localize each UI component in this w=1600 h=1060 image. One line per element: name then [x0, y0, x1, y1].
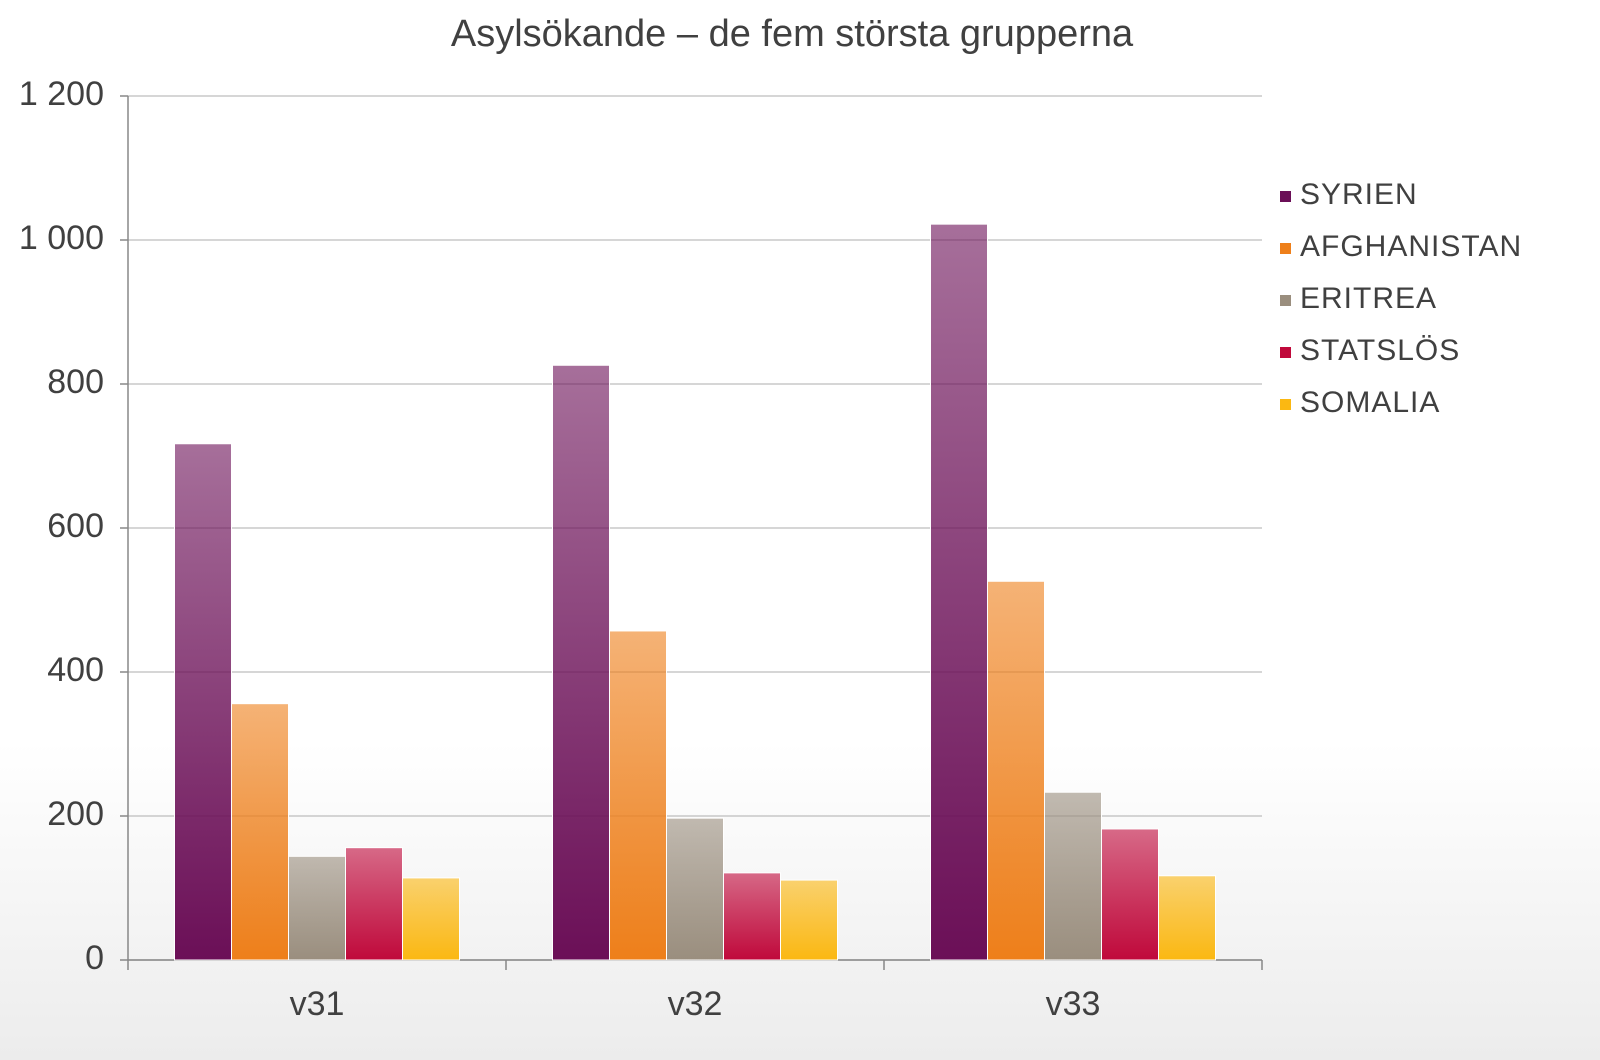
legend-swatch	[1280, 399, 1291, 410]
y-tick-label: 0	[85, 939, 104, 977]
legend-label: SYRIEN	[1300, 178, 1418, 211]
bar	[609, 630, 667, 961]
legend-swatch	[1280, 243, 1291, 254]
x-tick-label: v32	[668, 985, 723, 1023]
bar	[345, 847, 403, 961]
y-tick-label: 600	[47, 507, 104, 545]
legend-label: ERITREA	[1300, 282, 1437, 315]
bar	[666, 817, 724, 961]
bar	[552, 364, 610, 961]
bar	[1044, 791, 1102, 961]
legend-label: STATSLÖS	[1300, 334, 1460, 367]
bar	[1101, 828, 1159, 961]
y-tick-label: 1 000	[19, 219, 104, 257]
bar	[288, 855, 346, 961]
chart-title: Asylsökande – de fem största grupperna	[451, 13, 1134, 55]
y-tick-label: 1 200	[19, 75, 104, 113]
legend-swatch	[1280, 295, 1291, 306]
bar	[1158, 875, 1216, 961]
bar	[987, 580, 1045, 961]
x-tick-label: v31	[290, 985, 345, 1023]
bar	[231, 703, 289, 961]
legend-label: SOMALIA	[1300, 386, 1440, 419]
x-tick-label: v33	[1046, 985, 1101, 1023]
y-tick-label: 800	[47, 363, 104, 401]
legend-label: AFGHANISTAN	[1300, 230, 1522, 263]
legend-swatch	[1280, 347, 1291, 358]
bar	[174, 443, 232, 961]
bar	[780, 879, 838, 961]
bar	[930, 223, 988, 961]
bar	[723, 872, 781, 961]
legend-swatch	[1280, 191, 1291, 202]
y-tick-label: 400	[47, 651, 104, 689]
bar	[402, 877, 460, 961]
y-tick-label: 200	[47, 795, 104, 833]
